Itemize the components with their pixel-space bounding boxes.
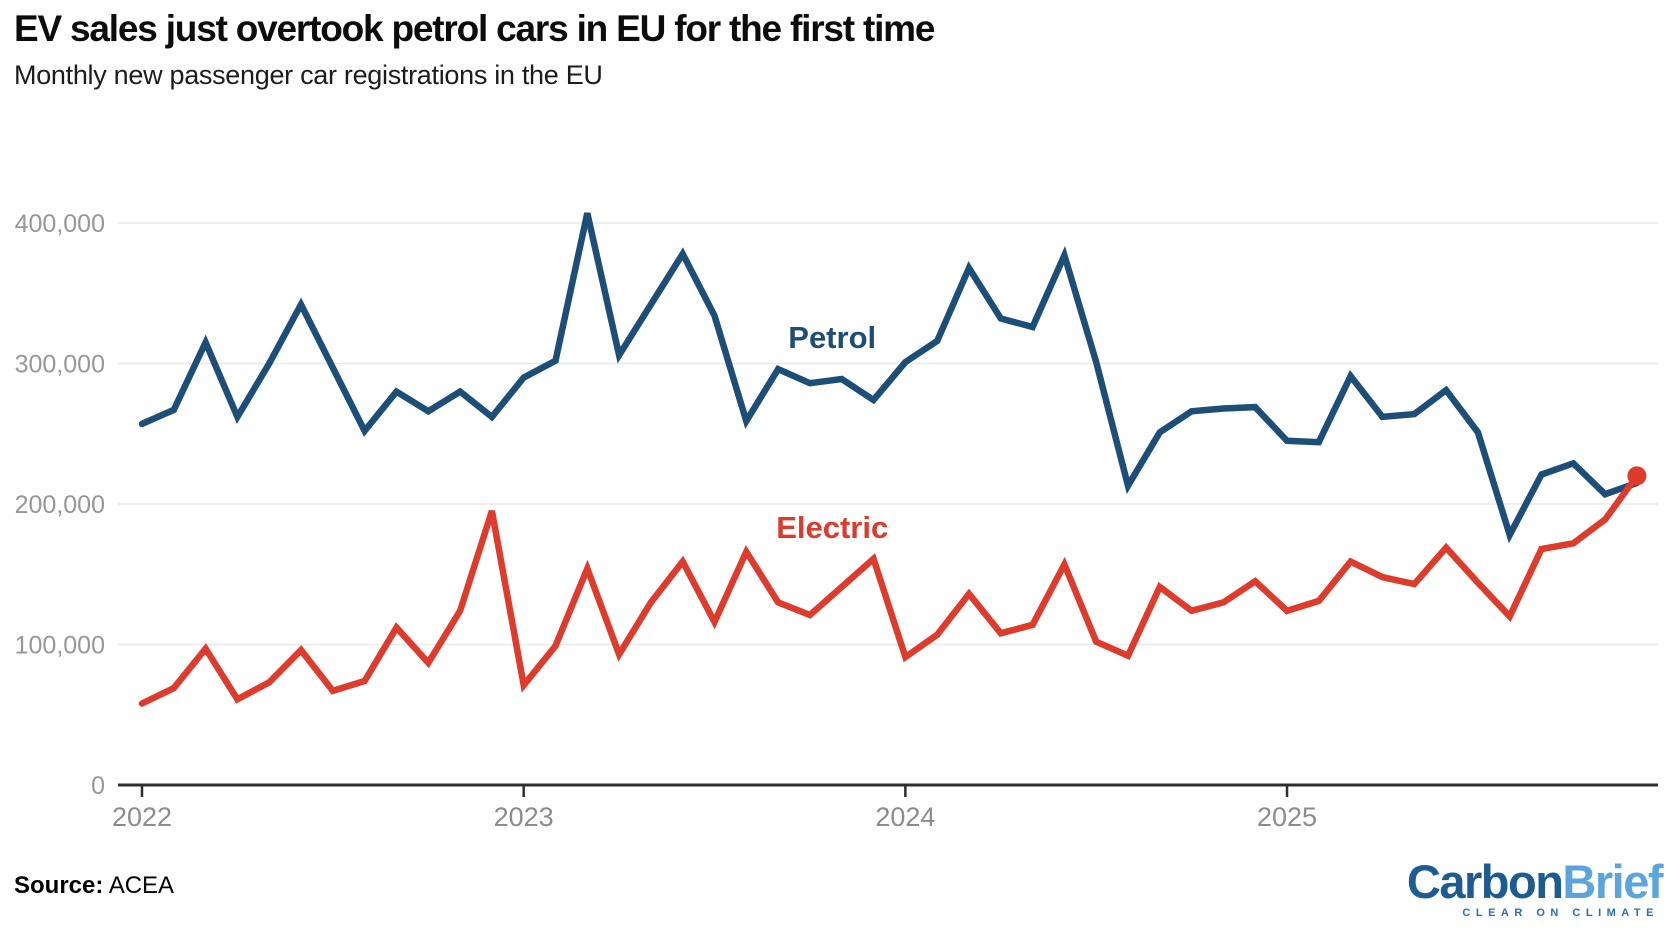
page-title: EV sales just overtook petrol cars in EU… [14,8,935,49]
logo-tagline: CLEAR ON CLIMATE [1462,907,1659,919]
source-note: Source: ACEA [14,872,174,900]
y-tick-label: 0 [91,772,105,800]
petrol-line [138,212,1641,544]
source-label: Source: [14,872,104,899]
series-label-electric: Electric [776,510,888,545]
series-label-petrol: Petrol [788,320,876,355]
x-tick-label: 2022 [112,802,172,832]
source-value: ACEA [103,872,175,899]
y-tick-label: 300,000 [15,351,105,379]
latest-month-dot [1627,466,1647,486]
electric-line [138,472,1641,707]
x-tick-label: 2024 [875,802,935,832]
carbonbrief-wordmark: CarbonBrief [1406,855,1664,908]
carbonbrief-logo: CarbonBrief CLEAR ON CLIMATE [1406,855,1664,919]
x-tick-label: 2025 [1257,802,1317,832]
logo-brief-text: Brief [1562,855,1663,908]
x-tick-label: 2023 [494,802,554,832]
y-tick-label: 400,000 [15,210,105,238]
logo-carbon-text: Carbon [1406,855,1564,908]
page-subtitle: Monthly new passenger car registrations … [14,60,603,90]
y-tick-label: 200,000 [15,491,105,519]
y-tick-label: 100,000 [15,632,105,660]
